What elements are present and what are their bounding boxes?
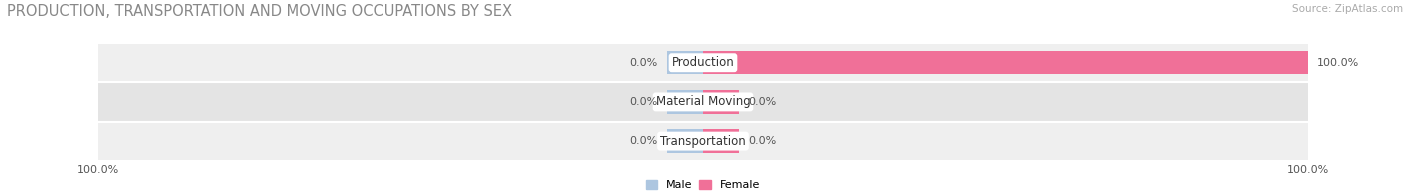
Text: Source: ZipAtlas.com: Source: ZipAtlas.com bbox=[1292, 4, 1403, 14]
Bar bbox=[703, 90, 740, 114]
Text: 0.0%: 0.0% bbox=[630, 97, 658, 107]
Text: Transportation: Transportation bbox=[661, 135, 745, 148]
Bar bbox=[98, 82, 1308, 122]
Bar bbox=[703, 51, 1308, 74]
Bar bbox=[666, 129, 703, 153]
Bar bbox=[98, 122, 1308, 161]
Bar bbox=[98, 43, 1308, 82]
Text: Material Moving: Material Moving bbox=[655, 95, 751, 108]
Text: 0.0%: 0.0% bbox=[630, 136, 658, 146]
Text: Production: Production bbox=[672, 56, 734, 69]
Text: PRODUCTION, TRANSPORTATION AND MOVING OCCUPATIONS BY SEX: PRODUCTION, TRANSPORTATION AND MOVING OC… bbox=[7, 4, 512, 19]
Text: 100.0%: 100.0% bbox=[1316, 58, 1358, 68]
Bar bbox=[666, 90, 703, 114]
Text: 0.0%: 0.0% bbox=[630, 58, 658, 68]
Legend: Male, Female: Male, Female bbox=[647, 180, 759, 191]
Text: 0.0%: 0.0% bbox=[748, 97, 776, 107]
Bar bbox=[666, 51, 703, 74]
Text: 0.0%: 0.0% bbox=[748, 136, 776, 146]
Bar bbox=[703, 129, 740, 153]
